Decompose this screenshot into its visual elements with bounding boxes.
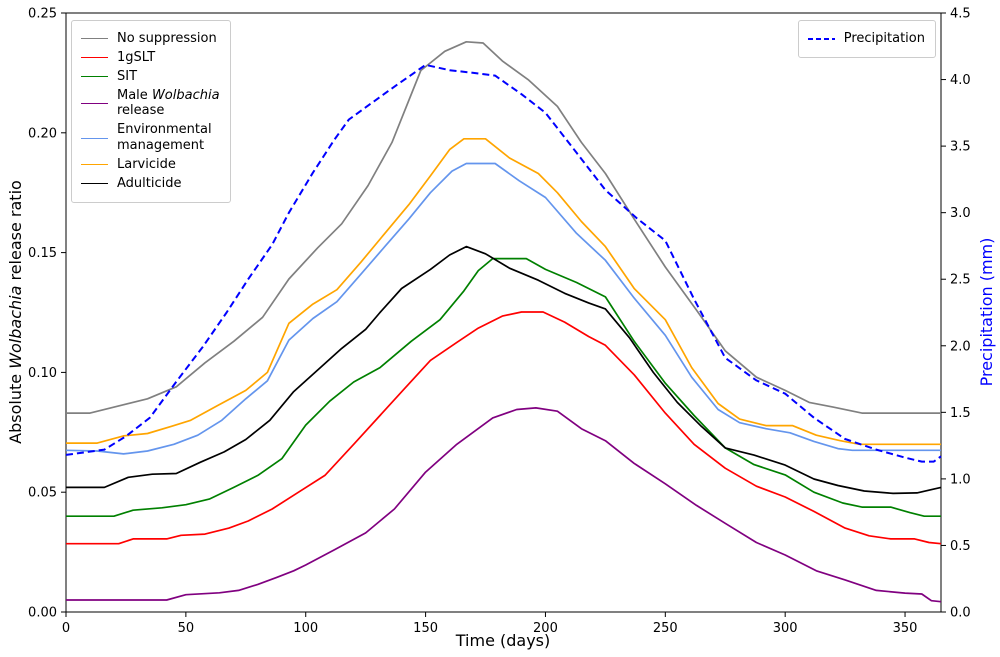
legend-label-part: Larvicide bbox=[117, 157, 176, 173]
legend-label-part: No suppression bbox=[117, 31, 217, 46]
legend-right: Precipitation bbox=[797, 20, 936, 58]
legend-label-precipitation: Precipitation bbox=[844, 31, 925, 47]
y-tick-label-right: 3.5 bbox=[950, 140, 971, 155]
legend-item-larvicide: Larvicide bbox=[81, 157, 220, 173]
legend-line-sample-1gslt bbox=[81, 57, 108, 59]
x-tick-label: 250 bbox=[653, 621, 678, 636]
series-line-environmental-management bbox=[65, 162, 941, 455]
legend-line-sample-precipitation bbox=[807, 37, 835, 40]
legend-line-sample-sit bbox=[81, 76, 108, 78]
x-tick-label: 50 bbox=[178, 621, 195, 636]
axis-label-italic-part: Wolbachia bbox=[6, 285, 25, 369]
legend-label-part: Wolbachia bbox=[151, 87, 220, 103]
legend-label-male-wolbachia-release: Male Wolbachia release bbox=[117, 88, 220, 120]
legend-label-part: Male bbox=[117, 87, 152, 103]
y-tick-label-left: 0.15 bbox=[28, 246, 57, 261]
legend-label-part: release bbox=[117, 103, 165, 119]
legend-item-adulticide: Adulticide bbox=[81, 176, 220, 192]
y-tick-label-right: 4.5 bbox=[950, 7, 971, 22]
series-line-1gslt bbox=[66, 311, 942, 545]
y-tick-label-right: 4.0 bbox=[950, 73, 971, 88]
x-tick-label: 300 bbox=[773, 621, 798, 636]
legend-item-precipitation: Precipitation bbox=[807, 31, 925, 47]
y-tick-label-right: 1.5 bbox=[950, 406, 971, 421]
x-axis-label: Time (days) bbox=[455, 631, 551, 650]
legend-item-no-suppression: No suppression bbox=[81, 31, 220, 47]
x-tick-label: 150 bbox=[413, 621, 438, 636]
legend-line-sample-male-wolbachia-release bbox=[81, 102, 108, 104]
series-line-male-wolbachia-release bbox=[66, 407, 942, 603]
legend-label-environmental-management: Environmental management bbox=[117, 122, 212, 154]
legend-left: No suppression 1gSLT SIT Male Wolbachia rele… bbox=[71, 20, 231, 203]
y-tick-label-right: 2.0 bbox=[950, 339, 971, 354]
legend-label-adulticide: Adulticide bbox=[117, 176, 182, 192]
y-tick-label-right: 3.0 bbox=[950, 206, 971, 221]
y-axis-label-left: Absolute Wolbachia release ratio bbox=[6, 180, 25, 444]
y-tick-label-left: 0.00 bbox=[28, 606, 57, 621]
legend-item-sit: SIT bbox=[81, 69, 220, 85]
axis-label-part: Absolute bbox=[6, 368, 25, 444]
plot-border bbox=[65, 12, 942, 613]
legend-item-environmental-management: Environmental management bbox=[81, 122, 220, 154]
legend-label-sit: SIT bbox=[117, 69, 137, 85]
x-tick-label: 0 bbox=[62, 621, 70, 636]
x-tick-label: 350 bbox=[893, 621, 918, 636]
legend-label-part: Environmental bbox=[117, 122, 212, 138]
y-tick-label-left: 0.20 bbox=[28, 126, 57, 141]
legend-line-sample-no-suppression bbox=[81, 38, 108, 40]
series-line-no-suppression bbox=[66, 40, 941, 414]
legend-label-no-suppression: No suppression bbox=[117, 31, 217, 47]
axis-label-part: release ratio bbox=[6, 180, 25, 286]
series-line-larvicide bbox=[66, 137, 941, 446]
y-tick-label-right: 1.0 bbox=[950, 472, 971, 487]
legend-item-male-wolbachia-release: Male Wolbachia release bbox=[81, 88, 220, 120]
series-line-adulticide bbox=[66, 245, 942, 495]
y-axis-label-right: Precipitation (mm) bbox=[977, 237, 996, 387]
legend-line-sample-adulticide bbox=[81, 183, 108, 185]
legend-label-part: management bbox=[117, 138, 205, 154]
legend-label-larvicide: Larvicide bbox=[117, 157, 176, 173]
x-tick-label: 100 bbox=[293, 621, 318, 636]
y-tick-label-right: 0.0 bbox=[950, 606, 971, 621]
series-line-precipitation bbox=[65, 63, 942, 463]
y-tick-label-left: 0.10 bbox=[28, 366, 57, 381]
x-tick-label: 200 bbox=[533, 621, 558, 636]
legend-label-part: Precipitation bbox=[843, 31, 925, 46]
legend-item-1gslt: 1gSLT bbox=[81, 50, 220, 66]
legend-label-part: Adulticide bbox=[117, 175, 182, 191]
legend-line-sample-environmental-management bbox=[81, 137, 108, 139]
legend-label-part: SIT bbox=[117, 68, 138, 84]
y-tick-label-left: 0.05 bbox=[28, 486, 57, 501]
legend-line-sample-larvicide bbox=[81, 164, 108, 166]
y-tick-label-right: 0.5 bbox=[950, 539, 971, 554]
legend-label-1gslt: 1gSLT bbox=[117, 50, 155, 66]
y-tick-label-left: 0.25 bbox=[28, 7, 57, 22]
legend-label-part: 1gSLT bbox=[117, 49, 156, 65]
y-tick-label-right: 2.5 bbox=[950, 273, 971, 288]
